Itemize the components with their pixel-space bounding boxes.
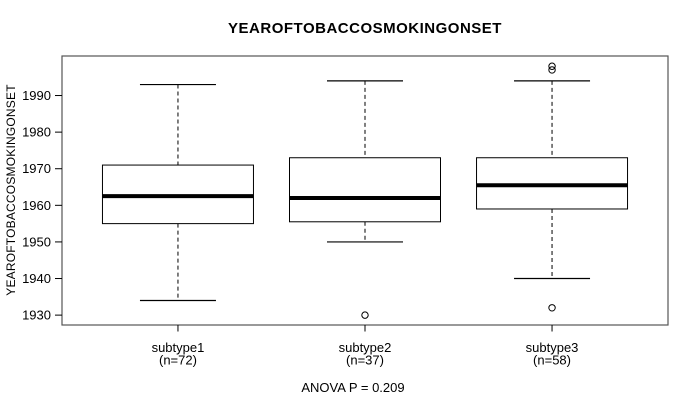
group-n-label: (n=72) xyxy=(159,353,197,368)
y-tick-label: 1930 xyxy=(22,308,51,323)
group-label: subtype3 xyxy=(526,340,579,355)
y-tick-label: 1970 xyxy=(22,161,51,176)
outlier-point xyxy=(548,304,556,312)
group-label: subtype1 xyxy=(152,340,205,355)
group-n-label: (n=58) xyxy=(533,353,571,368)
anova-p-note: ANOVA P = 0.209 xyxy=(301,380,404,395)
iqr-box xyxy=(289,157,441,223)
group-n-label: (n=37) xyxy=(346,353,384,368)
y-tick-label: 1990 xyxy=(22,88,51,103)
y-tick-label: 1980 xyxy=(22,125,51,140)
group-label: subtype2 xyxy=(339,340,392,355)
y-axis-title: YEAROFTOBACCOSMOKINGONSET xyxy=(4,84,18,296)
y-tick-label: 1960 xyxy=(22,198,51,213)
y-tick-label: 1950 xyxy=(22,234,51,249)
y-tick-label: 1940 xyxy=(22,271,51,286)
outlier-point xyxy=(548,66,556,74)
outlier-point xyxy=(361,311,369,319)
chart-title: YEAROFTOBACCOSMOKINGONSET xyxy=(228,20,502,37)
outlier-point xyxy=(548,62,556,70)
plot-area: 1930 1940 1950 1960 1970 1980 1990 subtype1(n=7… xyxy=(22,55,669,368)
